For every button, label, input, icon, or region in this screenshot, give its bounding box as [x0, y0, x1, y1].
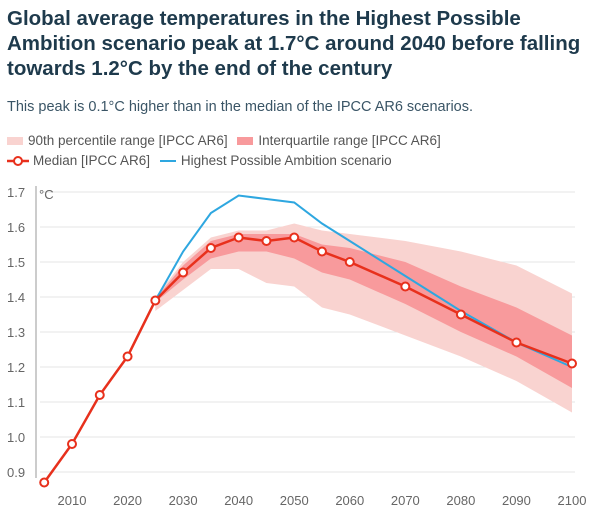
- legend-item-hpa[interactable]: Highest Possible Ambition scenario: [159, 151, 392, 171]
- x-tick-label: 2100: [558, 493, 587, 508]
- median-point: [511, 337, 522, 348]
- legend-item-median[interactable]: Median [IPCC AR6]: [7, 151, 150, 171]
- y-axis-unit: °C: [39, 187, 54, 202]
- legend: 90th percentile range [IPCC AR6] Interqu…: [7, 131, 597, 171]
- x-tick-label: 2030: [169, 493, 198, 508]
- median-point: [150, 295, 161, 306]
- x-tick-label: 2090: [502, 493, 531, 508]
- y-tick-label: 1.5: [7, 255, 25, 270]
- median-point: [233, 232, 244, 243]
- legend-label: Median [IPCC AR6]: [33, 153, 151, 168]
- x-tick-label: 2040: [224, 493, 253, 508]
- p90-swatch: [7, 137, 23, 146]
- median-point: [400, 281, 411, 292]
- y-tick-label: 1.1: [7, 395, 25, 410]
- median-point: [261, 236, 272, 246]
- y-tick-label: 1.2: [7, 360, 25, 375]
- iqr-band: [155, 234, 573, 388]
- x-tick-label: 2050: [280, 493, 309, 508]
- hpa-swatch: [159, 160, 176, 163]
- y-tick-label: 1.3: [7, 325, 25, 340]
- legend-label: Interquartile range [IPCC AR6]: [258, 133, 441, 148]
- median-point: [344, 257, 355, 267]
- y-tick-label: 0.9: [7, 465, 25, 480]
- x-tick-label: 2080: [446, 493, 475, 508]
- x-tick-label: 2070: [391, 493, 420, 508]
- median-swatch: [7, 156, 29, 167]
- legend-item-p90[interactable]: 90th percentile range [IPCC AR6]: [7, 131, 228, 151]
- x-tick-label: 2060: [335, 493, 364, 508]
- y-tick-label: 1.4: [7, 290, 25, 305]
- median-point: [455, 309, 466, 320]
- y-tick-label: 1.7: [7, 185, 25, 200]
- legend-item-iqr[interactable]: Interquartile range [IPCC AR6]: [237, 131, 441, 151]
- legend-label: Highest Possible Ambition scenario: [180, 153, 392, 168]
- median-point: [94, 390, 105, 400]
- y-tick-label: 1.6: [7, 220, 25, 235]
- p90-band: [155, 223, 573, 413]
- legend-label: 90th percentile range [IPCC AR6]: [28, 133, 228, 148]
- median-point: [205, 243, 216, 253]
- median-point: [289, 232, 300, 243]
- y-tick-label: 1.0: [7, 430, 25, 445]
- x-tick-label: 2010: [58, 493, 87, 508]
- chart-subtitle: This peak is 0.1°C higher than in the me…: [7, 99, 474, 115]
- median-line: [43, 236, 573, 484]
- median-point: [567, 358, 577, 369]
- median-point: [178, 267, 189, 278]
- median-point: [317, 246, 327, 257]
- x-tick-label: 2020: [113, 493, 142, 508]
- chart-title: Global average temperatures in the Highe…: [7, 7, 581, 80]
- iqr-swatch: [237, 137, 254, 146]
- median-point: [122, 351, 133, 362]
- median-point: [39, 477, 50, 488]
- median-point: [67, 439, 77, 449]
